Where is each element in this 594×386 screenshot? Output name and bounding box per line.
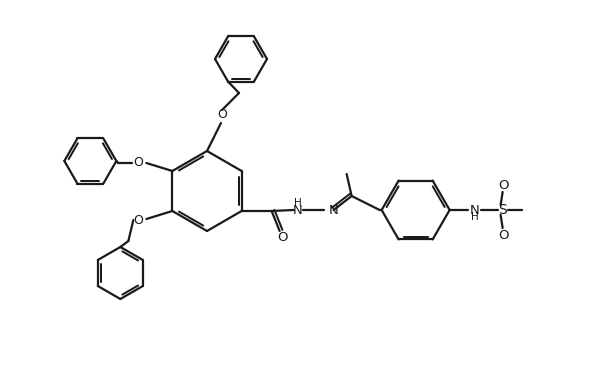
- Text: O: O: [134, 213, 143, 227]
- Text: S: S: [498, 203, 507, 217]
- Text: O: O: [277, 230, 288, 244]
- Text: H: H: [294, 198, 302, 208]
- Text: O: O: [134, 156, 143, 169]
- Text: N: N: [328, 203, 339, 217]
- Text: N: N: [470, 203, 479, 217]
- Text: N: N: [293, 203, 302, 217]
- Text: H: H: [471, 212, 479, 222]
- Text: O: O: [498, 178, 509, 191]
- Text: O: O: [498, 229, 509, 242]
- Text: O: O: [217, 108, 227, 122]
